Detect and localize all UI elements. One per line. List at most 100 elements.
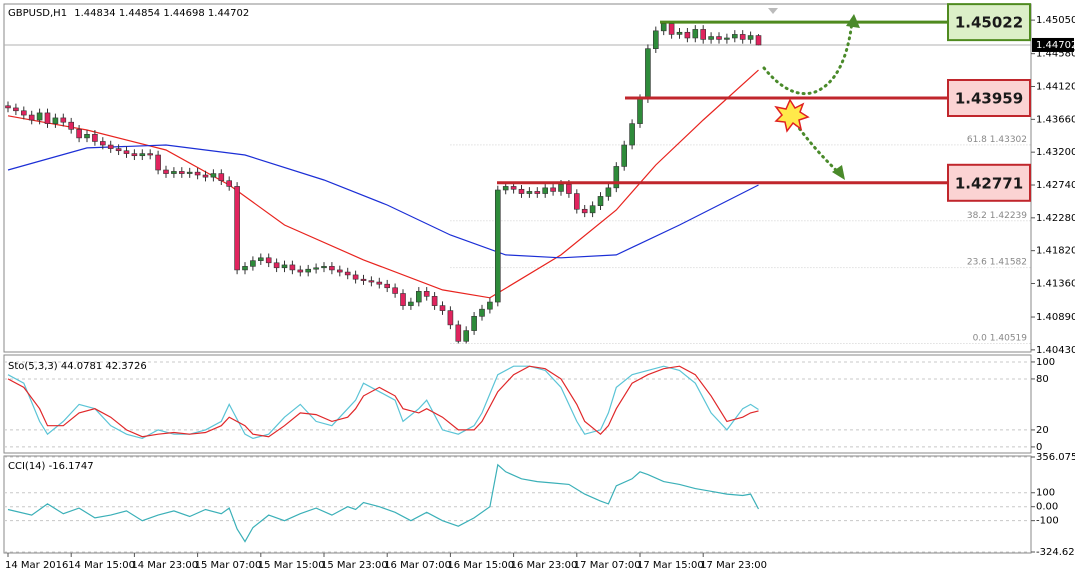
candle-body [534,191,541,194]
candle-body [684,31,691,39]
candle-body [28,114,35,121]
candle-body [139,153,146,157]
x-tick-label: 14 Mar 23:00 [131,560,198,571]
candle-body [368,280,375,283]
x-tick-label: 17 Mar 23:00 [700,560,767,571]
y-tick-label: 1.41820 [1036,246,1075,257]
y-tick-label: 1.43660 [1036,114,1075,125]
x-tick-label: 16 Mar 15:00 [447,560,514,571]
cci-panel [3,455,1032,554]
price-label: 1.44702 [1036,40,1075,51]
x-tick-label: 17 Mar 15:00 [637,560,704,571]
y-tick-label: 1.40890 [1036,312,1075,323]
indicator-name: CCI(14) [8,461,46,472]
breakout-icon [774,98,810,133]
candle-body [20,110,27,116]
candle-body [605,187,612,197]
candle-body [731,34,738,39]
candle-body [344,271,351,276]
candle-body [92,134,98,142]
candle-body [447,310,454,326]
candle-body [68,121,74,130]
candle-body [668,23,675,35]
main-header: GBPUSD,H1 1.44834 1.44854 1.44698 1.4470… [8,8,249,19]
candle-body [115,148,122,152]
candle-body [44,112,51,124]
moving-average [7,144,759,259]
indicator-line [7,365,759,438]
level-label: 1.45022 [955,14,1023,32]
candle-body [755,35,762,46]
y-tick-label: 1.44120 [1036,82,1075,93]
candle-body [273,262,280,269]
candle-body [692,29,699,39]
candle-body [479,308,485,317]
y-tick-label: 100 [1036,357,1055,368]
y-tick-label: 1.42280 [1036,213,1075,224]
candle-body [163,169,169,174]
forecast-arrow-up [762,20,854,95]
symbol: GBPUSD,H1 [8,8,67,19]
fib-label: 23.6 1.41582 [967,257,1027,267]
scroll-marker [768,8,778,14]
candle-body [613,166,620,189]
candle-body [439,305,446,311]
main-value: 44.0781 [61,361,102,372]
candle-body [376,281,383,285]
open-value: 1.44834 [74,8,115,19]
signal-value: 42.3726 [105,361,146,372]
indicator-line [7,463,760,543]
candle-body [84,134,90,139]
candle-body [494,189,501,303]
candle-body [234,186,240,271]
moving-average [7,69,759,299]
candle-body [76,129,82,139]
candle-body [708,36,714,40]
candle-body [660,23,667,32]
candle-body [502,186,509,191]
candle-body [226,180,232,187]
candle-body [194,171,201,176]
candle-body [60,117,67,123]
fib-price: 1.42239 [990,210,1027,220]
level-label: 1.43959 [955,89,1023,107]
candle-body [637,98,643,124]
candle-body [123,150,130,154]
y-tick-label: 1.43200 [1036,147,1075,158]
candle-body [724,37,730,40]
cci-header: CCI(14) -16.1747 [8,461,94,472]
candle-body [289,264,296,271]
candle-body [265,257,272,264]
fib-label: 38.2 1.42239 [967,210,1027,220]
fib-price: 1.41582 [990,257,1027,267]
level-box [947,78,1031,117]
y-tick-label: 1.45050 [1036,15,1075,26]
candle-body [210,173,217,178]
candle-body [716,36,722,40]
y-tick-label: -100 [1036,516,1059,527]
candle-body [155,154,161,171]
y-tick-label: 20 [1036,425,1049,436]
candle-body [747,35,754,40]
candle-body [621,144,628,167]
candle-body [408,301,414,306]
y-tick-label: 356.075 [1036,452,1075,463]
y-tick-label: 80 [1036,374,1049,385]
x-tick-label: 14 Mar 15:00 [68,560,135,571]
y-tick-label: 1.42740 [1036,180,1075,191]
candle-body [52,117,59,124]
candle-body [645,48,651,99]
candle-body [589,205,596,214]
candle-body [463,330,470,342]
x-tick-label: 17 Mar 07:00 [574,560,641,571]
level-box [947,3,1031,42]
candle-body [471,316,477,331]
candle-body [100,141,106,146]
candle-body [392,287,398,294]
price-box [1032,37,1074,52]
candle-body [305,268,312,273]
low-value: 1.44698 [163,8,204,19]
candle-body [597,196,604,206]
